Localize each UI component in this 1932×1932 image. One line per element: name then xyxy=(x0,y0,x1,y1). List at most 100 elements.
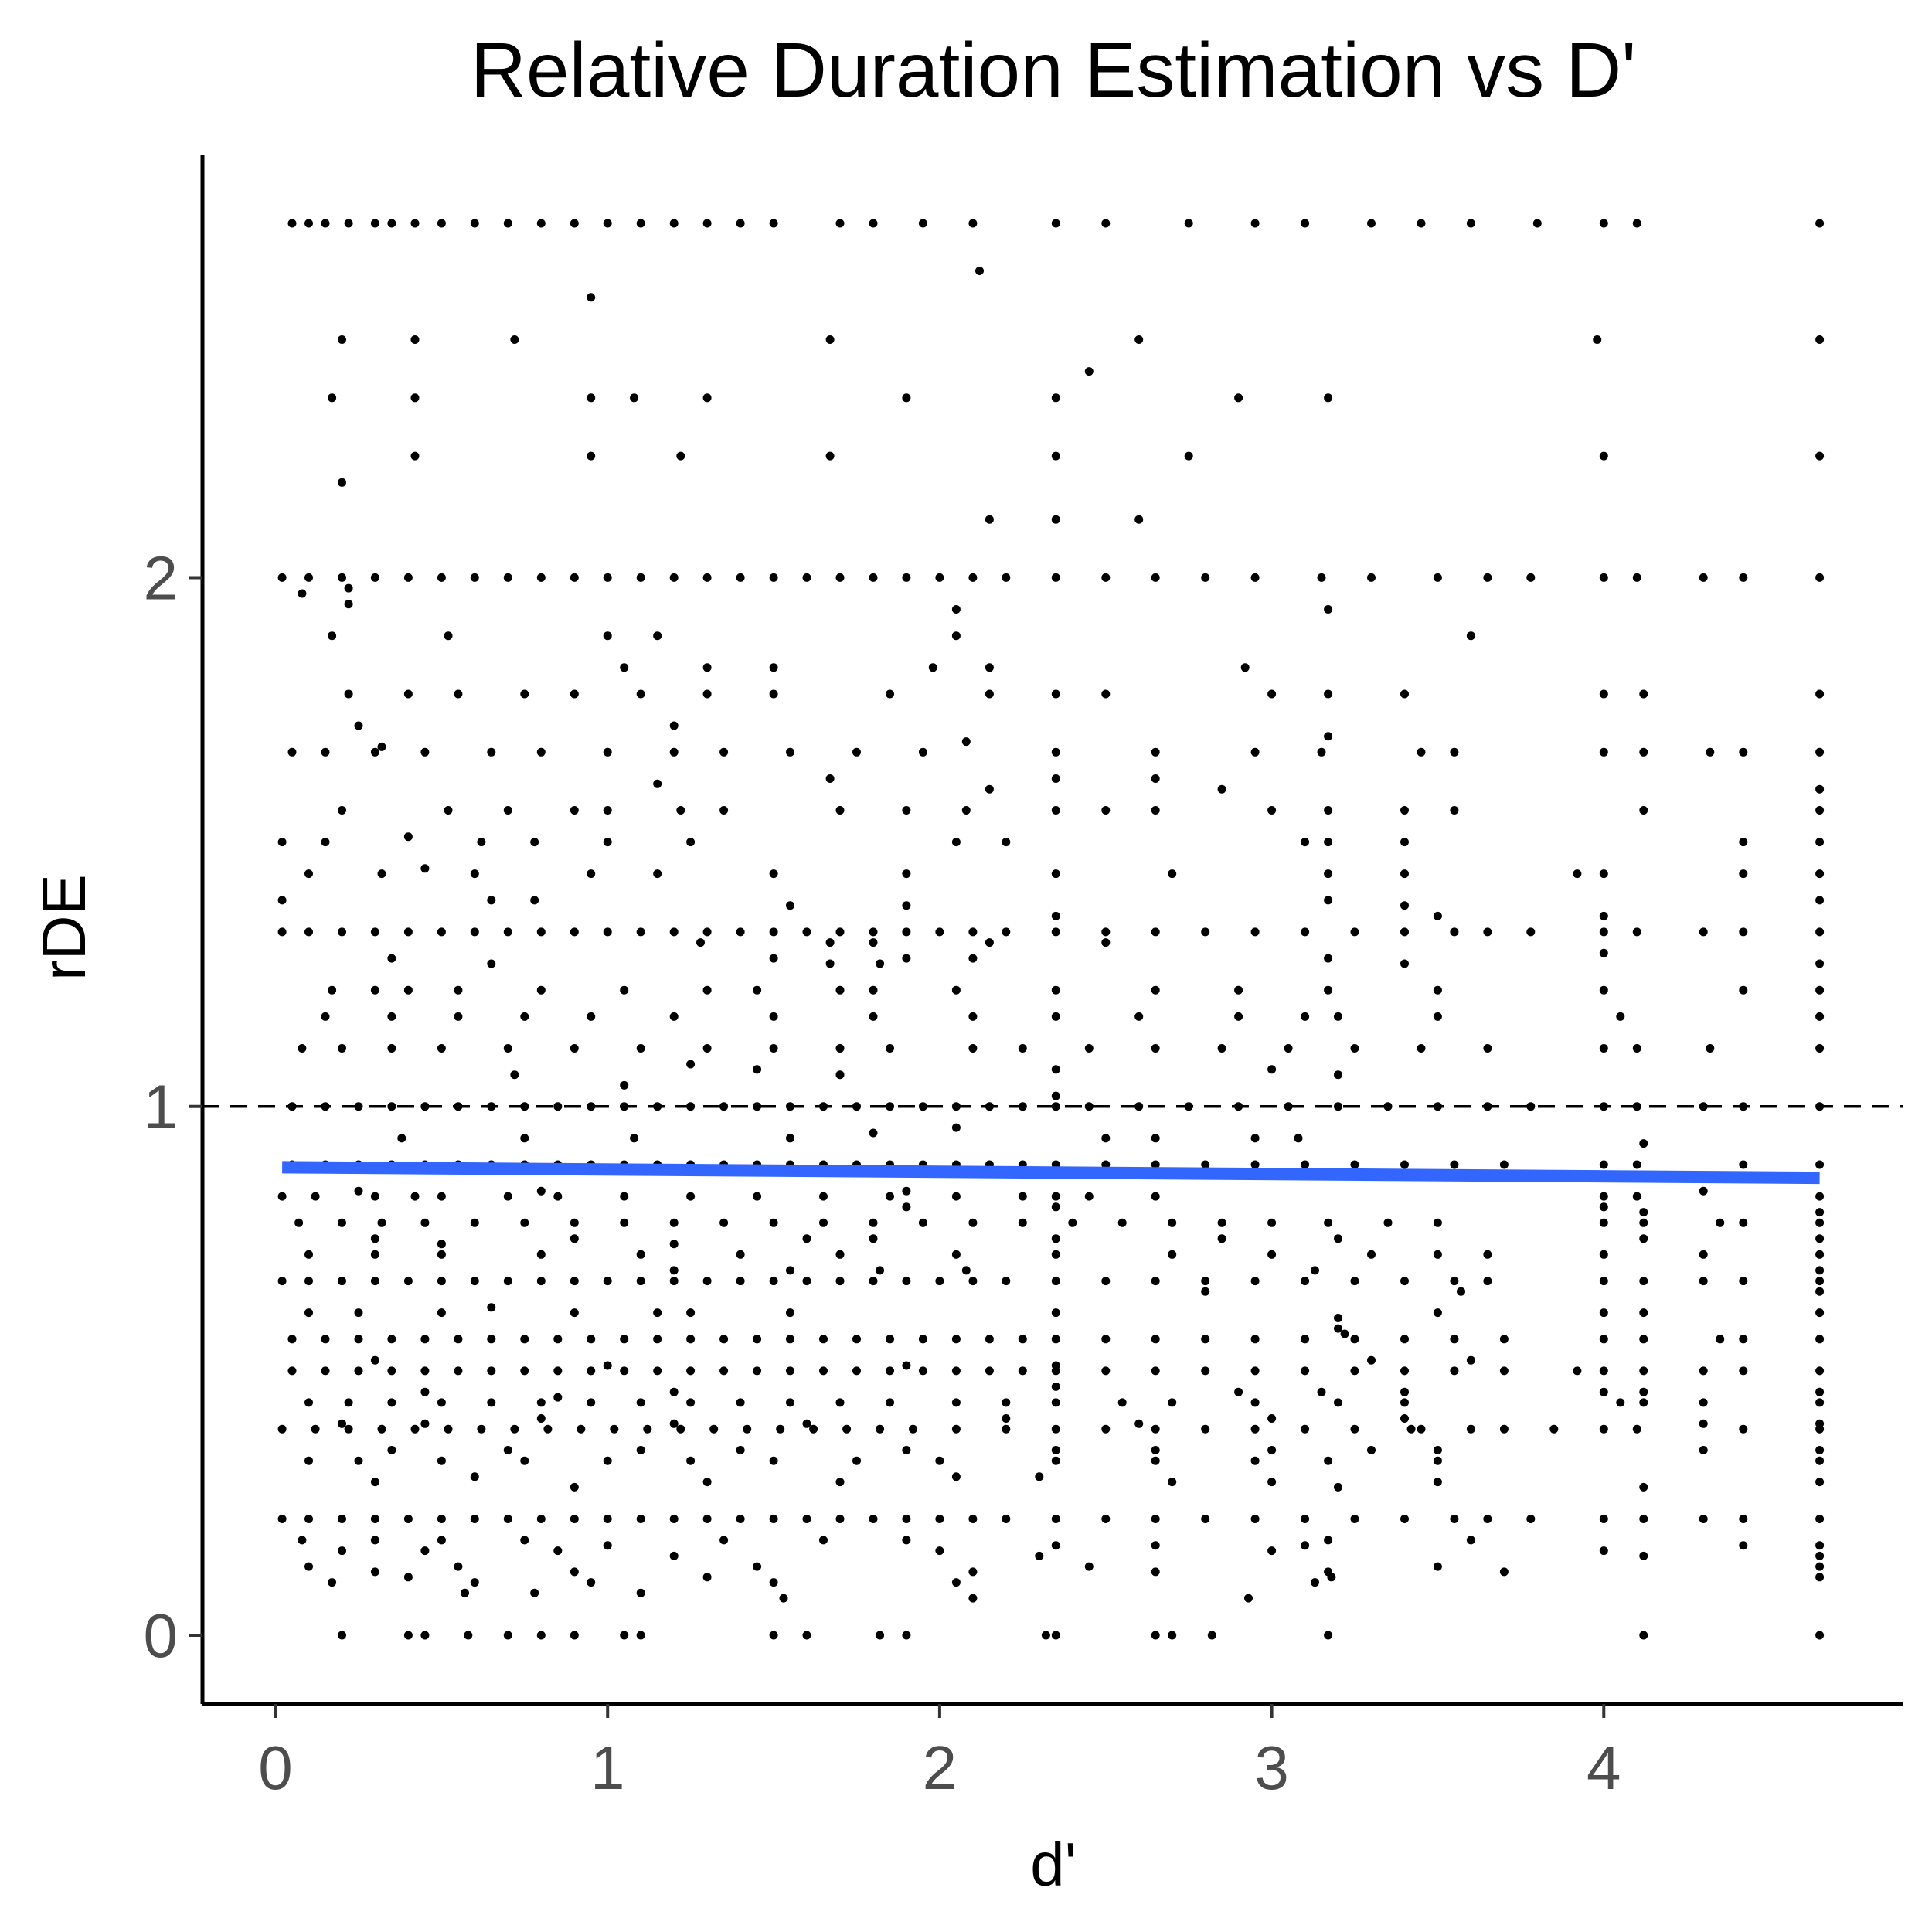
data-point xyxy=(1324,605,1333,614)
data-point xyxy=(819,1335,828,1344)
data-point xyxy=(1301,1160,1310,1169)
data-point xyxy=(1267,1065,1277,1074)
data-point xyxy=(1317,747,1326,757)
data-point xyxy=(1234,393,1243,403)
data-point xyxy=(410,451,420,461)
data-point xyxy=(636,1398,645,1407)
data-point xyxy=(1301,1277,1310,1286)
data-point xyxy=(918,747,927,757)
data-point xyxy=(636,1044,645,1053)
data-point xyxy=(709,1424,719,1434)
data-point xyxy=(753,1102,762,1111)
data-point xyxy=(454,1366,463,1376)
data-point xyxy=(287,219,297,228)
data-point xyxy=(902,806,911,815)
data-point xyxy=(935,1277,944,1286)
data-point xyxy=(1639,689,1648,699)
data-point xyxy=(1639,1515,1648,1523)
data-point xyxy=(1267,1546,1277,1556)
y-tick-label: 1 xyxy=(144,1073,179,1141)
data-point xyxy=(835,1044,845,1053)
data-point xyxy=(370,1567,379,1577)
data-point xyxy=(1324,1631,1333,1640)
data-point xyxy=(1815,1562,1825,1571)
data-point xyxy=(510,1424,519,1434)
data-point xyxy=(636,1515,645,1523)
data-point xyxy=(1450,806,1459,815)
data-point xyxy=(935,1456,944,1465)
data-point xyxy=(1739,1424,1748,1434)
data-point xyxy=(1739,1277,1748,1286)
data-point xyxy=(321,1366,330,1376)
data-point xyxy=(1051,927,1060,937)
data-point xyxy=(444,631,453,641)
data-point xyxy=(1815,1551,1825,1560)
data-point xyxy=(951,1366,961,1376)
data-point xyxy=(503,1277,512,1286)
data-point xyxy=(277,1192,287,1201)
data-point xyxy=(1815,1424,1825,1434)
data-point xyxy=(902,1202,911,1212)
data-point xyxy=(1311,1578,1319,1587)
data-point xyxy=(1267,1414,1277,1423)
data-point xyxy=(1417,1044,1426,1053)
data-point xyxy=(786,901,794,910)
data-point xyxy=(753,1366,762,1376)
data-point xyxy=(1151,573,1160,582)
data-point xyxy=(1151,1515,1160,1523)
data-point xyxy=(603,927,612,937)
data-point xyxy=(1051,869,1060,879)
data-point xyxy=(1599,1424,1608,1434)
data-point xyxy=(328,393,337,403)
data-point xyxy=(902,1515,911,1523)
data-point xyxy=(902,901,911,910)
data-point xyxy=(1151,774,1160,783)
data-point xyxy=(669,747,679,757)
data-point xyxy=(1417,219,1426,228)
data-point xyxy=(311,1424,320,1434)
data-point xyxy=(769,689,778,699)
data-point xyxy=(1101,1335,1111,1344)
data-point xyxy=(304,1250,313,1259)
data-point xyxy=(370,219,379,228)
data-point xyxy=(669,1277,679,1286)
data-point xyxy=(630,393,639,403)
data-point xyxy=(975,267,984,275)
data-point xyxy=(1699,1398,1708,1407)
data-point xyxy=(277,927,287,937)
data-point xyxy=(935,573,944,582)
data-point xyxy=(1599,927,1608,937)
data-point xyxy=(1599,1218,1608,1227)
data-point xyxy=(902,1536,911,1545)
data-point xyxy=(1499,1567,1509,1577)
data-point xyxy=(1151,1567,1160,1577)
data-point xyxy=(1526,573,1536,582)
data-point xyxy=(1639,1366,1648,1376)
data-point xyxy=(1051,1515,1060,1523)
data-point xyxy=(1250,1398,1260,1407)
data-point xyxy=(1639,1335,1648,1344)
data-point xyxy=(702,689,712,699)
data-point xyxy=(1201,1277,1210,1286)
data-point xyxy=(1639,806,1648,815)
data-point xyxy=(869,1128,878,1138)
data-point xyxy=(1051,1065,1060,1074)
data-point xyxy=(603,1277,612,1286)
data-point xyxy=(1151,1631,1160,1640)
data-point xyxy=(1433,1562,1442,1571)
data-point xyxy=(1134,335,1144,344)
data-point xyxy=(743,1424,752,1434)
data-point xyxy=(1450,927,1459,937)
data-point xyxy=(298,1044,307,1053)
data-point xyxy=(570,573,579,582)
data-point xyxy=(410,219,420,228)
data-point xyxy=(1639,1277,1648,1286)
data-point xyxy=(825,959,835,968)
data-point xyxy=(437,1515,446,1523)
data-point xyxy=(1051,1202,1060,1212)
data-point xyxy=(354,1366,363,1376)
data-point xyxy=(536,1277,546,1286)
data-point xyxy=(1699,1419,1708,1428)
data-point xyxy=(520,1366,529,1376)
data-point xyxy=(1324,393,1333,403)
